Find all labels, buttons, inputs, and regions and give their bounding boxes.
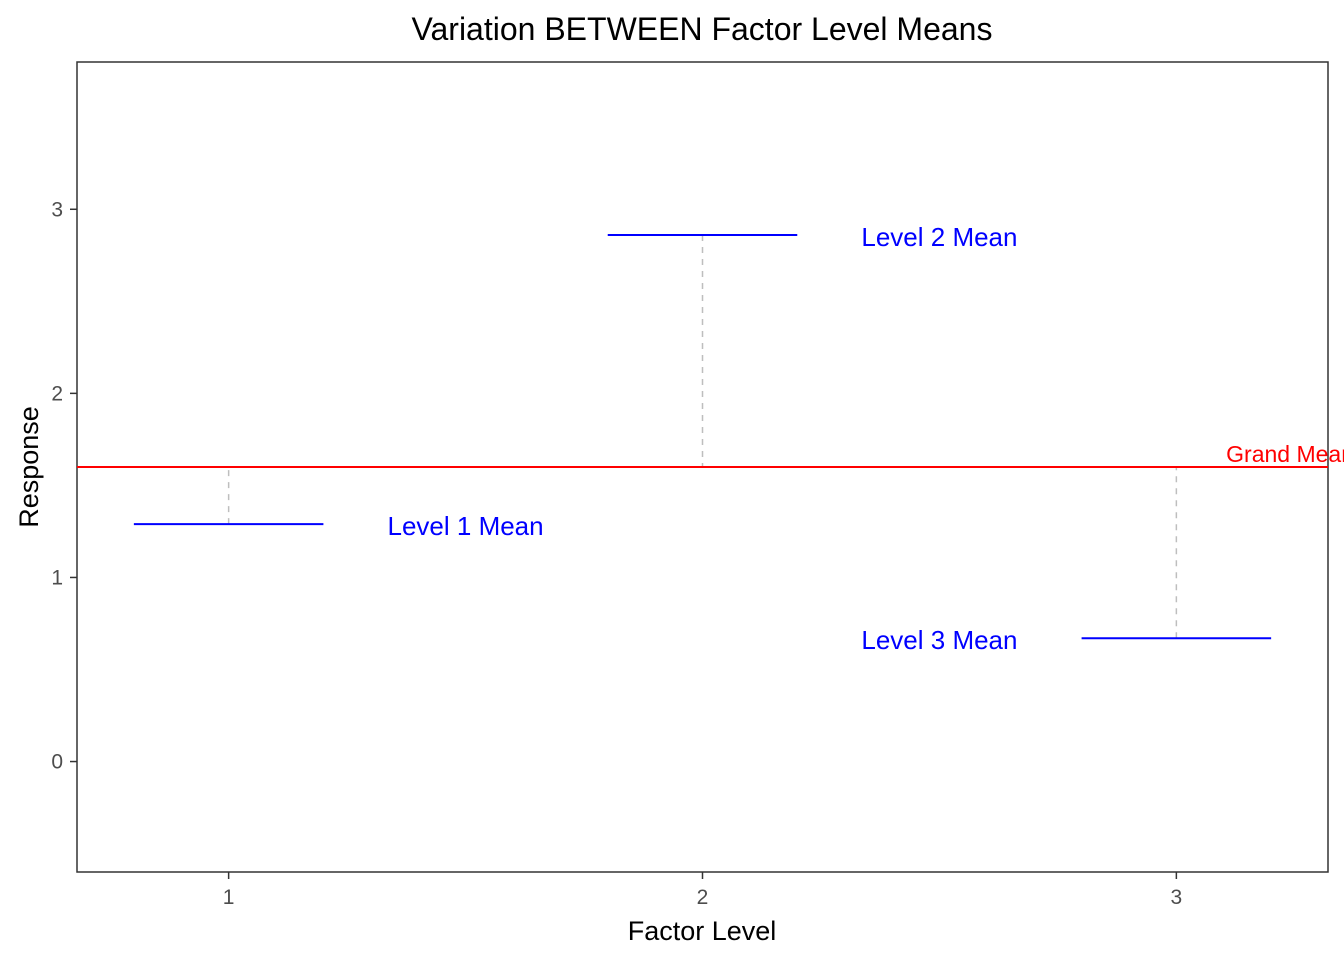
y-tick-label: 3 (51, 198, 63, 221)
x-axis: 1 2 3 (223, 872, 1182, 909)
x-tick-label: 2 (697, 886, 709, 909)
y-axis-label: Response (14, 406, 44, 528)
x-tick-label: 1 (223, 886, 235, 909)
chart-title: Variation BETWEEN Factor Level Means (412, 11, 993, 47)
level-mean-label-1: Level 1 Mean (388, 511, 544, 541)
y-axis: 0 1 2 3 (51, 198, 77, 774)
level-mean-label-2: Level 2 Mean (861, 222, 1017, 252)
y-tick-label: 1 (51, 566, 63, 589)
x-tick-label: 3 (1171, 886, 1183, 909)
grand-mean-label: Grand Mean (1226, 441, 1344, 467)
level-mean-label-3: Level 3 Mean (861, 625, 1017, 655)
x-axis-label: Factor Level (628, 916, 777, 946)
chart-marks: Grand Mean Level 1 Mean Level 2 Mean Level … (77, 222, 1344, 655)
y-tick-label: 0 (51, 751, 63, 774)
y-tick-label: 2 (51, 382, 63, 405)
